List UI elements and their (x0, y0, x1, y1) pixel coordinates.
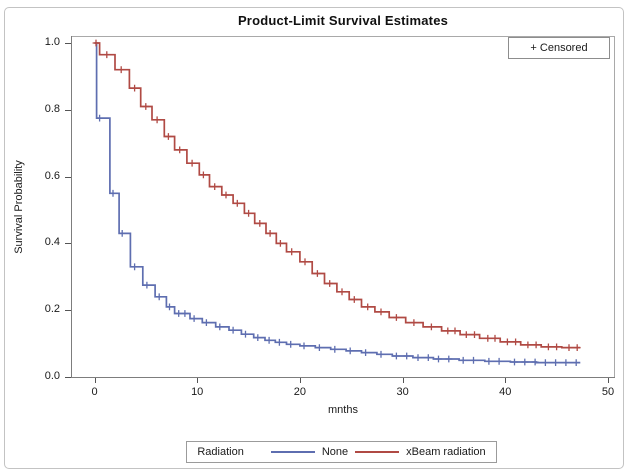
survival-curve-none (94, 42, 581, 364)
axis-lines (71, 36, 615, 378)
y-axis-title: Survival Probability (13, 160, 25, 254)
censored-plus-markers-xbeam (92, 39, 581, 351)
legend-line-icon-xbeam (355, 451, 400, 453)
y-axis-ticks (65, 43, 71, 378)
y-tick-label-0.2: 0.2 (44, 303, 60, 316)
group-legend: Radiation None xBeam radiation (186, 441, 497, 463)
x-tick-label-10: 10 (191, 386, 204, 398)
y-tick-label-1.0: 1.0 (44, 36, 60, 48)
x-tick-label-0: 0 (91, 386, 98, 398)
censored-plus-markers-none (96, 114, 580, 366)
y-tick-label-0.4: 0.4 (44, 236, 60, 249)
survival-curve-xbeam (94, 42, 581, 349)
x-tick-label-30: 30 (396, 386, 409, 398)
censored-legend-label: + Censored (530, 42, 588, 54)
x-tick-label-40: 40 (499, 386, 512, 398)
y-tick-label-0.0: 0.0 (44, 370, 60, 382)
x-tick-label-20: 20 (293, 386, 307, 398)
y-tick-label-0.6: 0.6 (44, 169, 60, 182)
legend-label-none: None (321, 446, 349, 458)
x-axis-title: mnths (328, 404, 358, 416)
plot-wall (71, 36, 615, 378)
legend-line-icon-none (270, 451, 315, 453)
y-tick-label-0.8: 0.8 (44, 102, 60, 115)
x-axis-ticks (95, 378, 609, 383)
legend-title: Radiation (197, 446, 244, 458)
legend-label-xbeam: xBeam radiation (406, 446, 486, 458)
x-tick-label-50: 50 (601, 386, 615, 398)
chart-title: Product-Limit Survival Estimates (237, 13, 449, 28)
censored-legend: + Censored (508, 37, 610, 59)
